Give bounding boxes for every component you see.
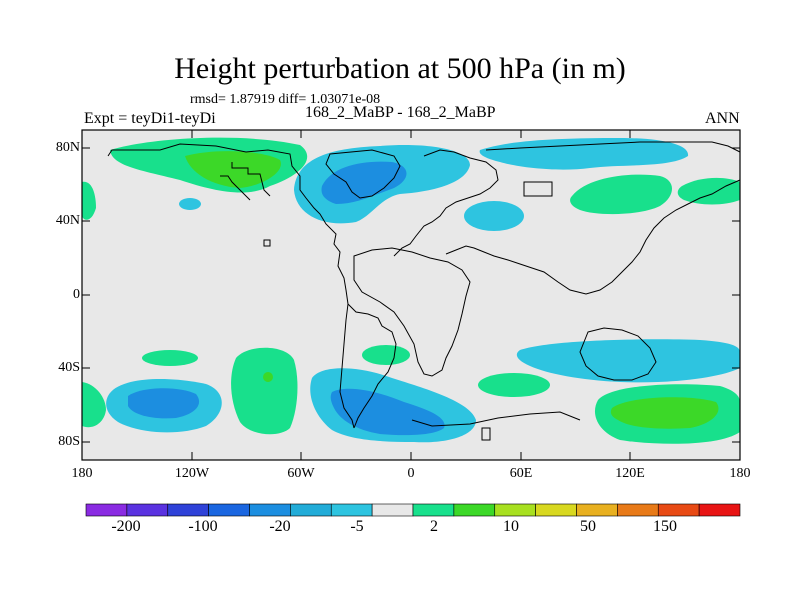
x-tick-label: 0 [407,466,415,481]
positive-region [478,373,550,397]
positive-core [610,397,719,429]
colorbar-swatch [371,503,414,517]
positive-region [362,345,410,365]
negative-core [321,161,407,204]
x-tick-label: 120W [174,466,210,481]
colorbar-label: 150 [653,518,677,535]
colorbar-swatch [453,503,496,517]
negative-region [464,201,524,231]
colorbar-swatch [330,503,373,517]
colorbar-swatch [494,503,536,517]
y-tick-label: 0 [73,287,80,302]
coastline-hudson [231,162,271,197]
colorbar-label: -200 [111,518,141,535]
y-tick-label: 80S [58,434,80,449]
colorbar-label: -20 [269,518,291,535]
colorbar-swatch [249,503,291,517]
x-tick-label: 180 [729,466,751,481]
coastline-caspian [523,181,553,197]
coastline-africa [353,247,471,377]
coastline-south-america [347,303,397,429]
colorbar-swatch [85,503,128,517]
negative-region [179,198,201,210]
x-tick-label: 60W [287,466,315,481]
x-tick-label: 60E [509,466,533,481]
positive-region [231,347,298,435]
coastline-south-america-west [339,303,355,429]
colorbar-swatch [657,503,700,517]
island [263,239,271,247]
coastline-alaska [220,175,251,201]
colorbar-label: 50 [580,518,596,535]
colorbar-swatch [167,503,209,517]
experiment-label: Expt = teyDi1-teyDi [84,110,216,127]
coastline-australia [579,327,657,381]
plot-title: Height perturbation at 500 hPa (in m) [174,52,626,85]
colorbar-swatch [535,503,577,517]
negative-region [516,339,740,383]
season-label: ANN [705,110,740,127]
island [481,427,491,441]
coastline-asia-north [485,141,741,153]
negative-core [128,388,200,419]
positive-core [185,151,281,188]
positive-region [82,382,106,428]
axis-ticks [82,130,740,460]
colorbar-swatch [126,503,169,517]
coastline-greenland [325,149,401,199]
positive-core [263,372,273,382]
positive-region [570,174,672,215]
colorbar-swatch [412,503,455,517]
coastline-antarctic [411,411,581,427]
negative-region [479,138,689,170]
coastline-europe [393,149,499,257]
colorbar-label: -5 [350,518,364,535]
case-label: 168_2_MaBP - 168_2_MaBP [305,104,496,121]
y-tick-label: 40S [58,360,80,375]
negative-core [330,388,445,436]
x-tick-label: 180 [71,466,93,481]
positive-region [677,177,740,205]
colorbar-label: -100 [188,518,218,535]
colorbar [85,503,741,517]
colorbar-label: 10 [503,518,519,535]
x-tick-label: 120E [615,466,645,481]
colorbar-swatch [698,503,741,517]
positive-region [142,350,198,366]
colorbar-swatch [290,503,332,517]
y-tick-label: 40N [55,213,80,228]
colorbar-label: 2 [430,518,438,535]
y-tick-label: 80N [55,140,80,155]
colorbar-swatch [617,503,659,517]
coastline-north-america [107,143,349,305]
coastlines [107,141,741,441]
positive-region [82,181,96,220]
coastline-asia-south [445,179,741,295]
colorbar-swatch [576,503,618,517]
stats-text: rmsd= 1.87919 diff= 1.03071e-08 [190,92,381,107]
colorbar-swatch [208,503,250,517]
